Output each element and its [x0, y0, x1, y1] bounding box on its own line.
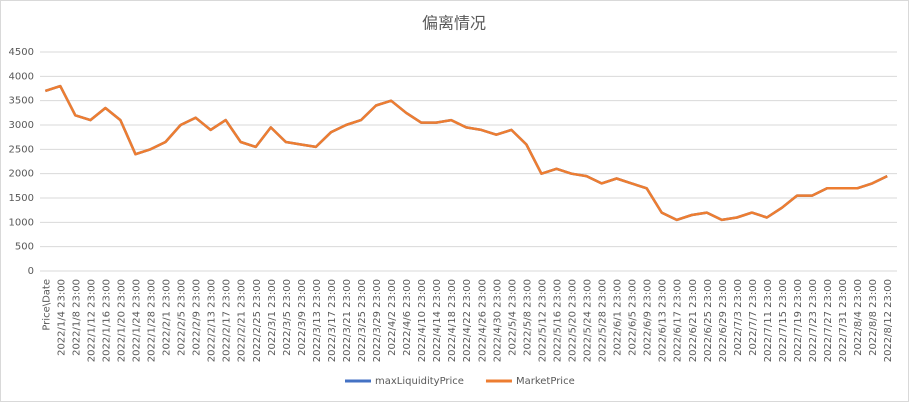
x-tick-label: 2022/4/18 23:00: [447, 279, 458, 362]
x-tick-label: 2022/1/24 23:00: [131, 279, 142, 362]
legend-label: maxLiquidityPrice: [375, 376, 464, 387]
x-tick-label: 2022/6/5 23:00: [628, 279, 639, 356]
x-tick-label: 2022/2/1 23:00: [162, 279, 173, 356]
x-tick-label: 2022/4/14 23:00: [432, 279, 443, 362]
y-tick-label: 500: [15, 242, 34, 253]
y-tick-label: 3000: [9, 120, 34, 131]
x-tick-label: 2022/4/22 23:00: [462, 279, 473, 362]
x-tick-label: 2022/7/15 23:00: [778, 279, 789, 362]
x-tick-label: 2022/2/5 23:00: [177, 279, 188, 356]
x-tick-label: 2022/1/20 23:00: [116, 279, 127, 362]
y-tick-label: 1500: [9, 193, 34, 204]
x-tick-label: 2022/7/27 23:00: [823, 279, 834, 362]
x-tick-label: 2022/5/20 23:00: [567, 279, 578, 362]
x-tick-label: 2022/6/17 23:00: [673, 279, 684, 362]
x-tick-label: 2022/6/13 23:00: [658, 279, 669, 362]
x-tick-label: 2022/7/31 23:00: [838, 279, 849, 362]
y-tick-label: 4000: [9, 71, 34, 82]
x-tick-label: 2022/6/9 23:00: [643, 279, 654, 356]
legend-label: MarketPrice: [516, 376, 575, 387]
x-tick-label: 2022/4/2 23:00: [387, 279, 398, 356]
x-tick-label: 2022/3/21 23:00: [342, 279, 353, 362]
x-tick-label: 2022/2/9 23:00: [192, 279, 203, 356]
x-tick-label: 2022/7/23 23:00: [808, 279, 819, 362]
x-tick-label: 2022/3/25 23:00: [357, 279, 368, 362]
x-tick-label: 2022/5/28 23:00: [598, 279, 609, 362]
y-tick-label: 2000: [9, 169, 34, 180]
x-tick-label: 2022/5/12 23:00: [537, 279, 548, 362]
y-tick-label: 4500: [9, 47, 34, 58]
x-tick-label: 2022/6/1 23:00: [613, 279, 624, 356]
x-tick-label: 2022/3/29 23:00: [372, 279, 383, 362]
x-tick-label: 2022/6/21 23:00: [688, 279, 699, 362]
x-tick-label: 2022/8/12 23:00: [883, 279, 894, 362]
x-tick-label: 2022/7/3 23:00: [733, 279, 744, 356]
x-tick-label: 2022/3/5 23:00: [282, 279, 293, 356]
x-tick-label: 2022/8/8 23:00: [868, 279, 879, 356]
x-tick-label: 2022/1/4 23:00: [56, 279, 67, 356]
x-tick-label: 2022/1/28 23:00: [147, 279, 158, 362]
y-tick-label: 1000: [9, 217, 34, 228]
x-tick-label: 2022/2/13 23:00: [207, 279, 218, 362]
x-tick-label: 2022/5/8 23:00: [522, 279, 533, 356]
x-tick-label: 2022/1/12 23:00: [86, 279, 97, 362]
x-tick-label: 2022/4/26 23:00: [477, 279, 488, 362]
x-tick-label: 2022/4/30 23:00: [492, 279, 503, 362]
x-tick-label: 2022/4/10 23:00: [417, 279, 428, 362]
x-tick-label: 2022/1/8 23:00: [71, 279, 82, 356]
x-tick-label: 2022/5/4 23:00: [507, 279, 518, 356]
x-tick-label: 2022/1/16 23:00: [101, 279, 112, 362]
x-tick-label: 2022/3/17 23:00: [327, 279, 338, 362]
y-tick-label: 2500: [9, 144, 34, 155]
x-tick-label: 2022/6/25 23:00: [703, 279, 714, 362]
x-tick-label: 2022/3/9 23:00: [297, 279, 308, 356]
x-tick-label: 2022/7/11 23:00: [763, 279, 774, 362]
x-tick-label: 2022/2/25 23:00: [252, 279, 263, 362]
x-tick-label: 2022/5/24 23:00: [583, 279, 594, 362]
x-tick-label: 2022/7/19 23:00: [793, 279, 804, 362]
x-tick-label: 2022/8/4 23:00: [853, 279, 864, 356]
x-tick-label: 2022/3/13 23:00: [312, 279, 323, 362]
chart-title: 偏离情况: [422, 14, 486, 33]
y-tick-label: 0: [28, 266, 34, 277]
x-tick-label: 2022/2/17 23:00: [222, 279, 233, 362]
x-tick-label: 2022/3/1 23:00: [267, 279, 278, 356]
x-tick-label: Price\Date: [41, 279, 52, 331]
x-tick-label: 2022/6/29 23:00: [718, 279, 729, 362]
x-tick-label: 2022/7/7 23:00: [748, 279, 759, 356]
x-tick-label: 2022/2/21 23:00: [237, 279, 248, 362]
x-tick-label: 2022/4/6 23:00: [402, 279, 413, 356]
y-tick-label: 3500: [9, 96, 34, 107]
x-tick-label: 2022/5/16 23:00: [552, 279, 563, 362]
series-line: [44, 84, 888, 222]
